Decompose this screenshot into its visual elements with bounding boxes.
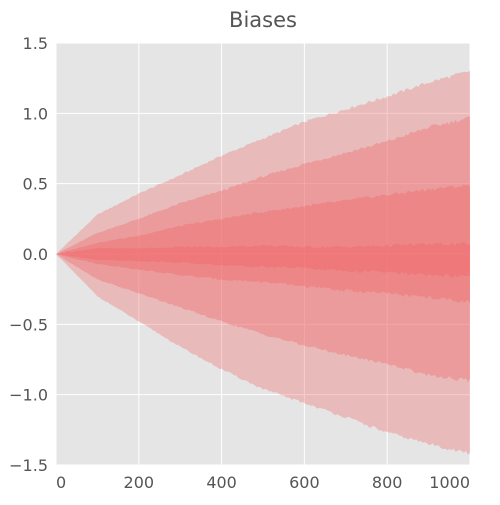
- x-tick-label: 1000: [429, 473, 470, 492]
- band-1: [56, 70, 470, 455]
- chart-title: Biases: [229, 8, 297, 32]
- y-tick-label: −0.5: [9, 315, 48, 334]
- x-tick-label: 800: [372, 473, 403, 492]
- x-tick-label: 600: [289, 473, 320, 492]
- y-tick-label: −1.5: [9, 456, 48, 475]
- grid-lines: [55, 42, 471, 466]
- x-tick-label: 0: [56, 473, 66, 492]
- y-tick-label: 0.5: [23, 175, 48, 194]
- y-tick-label: −1.0: [9, 386, 48, 405]
- y-tick-label: 1.0: [23, 104, 48, 123]
- band-3: [56, 184, 470, 304]
- x-axis-ticks: 0 200 400 600 800 1000: [56, 473, 470, 492]
- y-tick-label: 1.5: [23, 34, 48, 53]
- confidence-bands: [56, 70, 470, 455]
- x-tick-label: 200: [124, 473, 155, 492]
- band-2: [56, 116, 470, 383]
- band-4: [56, 242, 470, 278]
- y-tick-label: 0.0: [23, 245, 48, 264]
- y-axis-ticks: 1.5 1.0 0.5 0.0 −0.5 −1.0 −1.5: [9, 34, 48, 475]
- x-tick-label: 400: [206, 473, 237, 492]
